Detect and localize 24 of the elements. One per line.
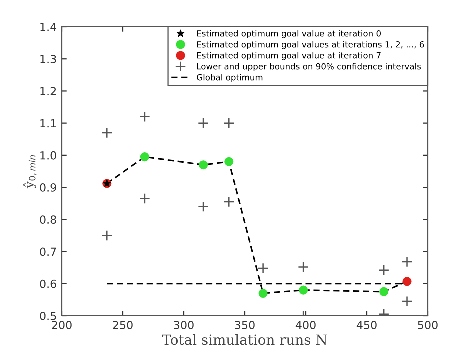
y-tick-label: 0.8 — [40, 216, 56, 224]
y-tick-label: 1.3 — [40, 55, 56, 64]
legend-label: Estimated optimum goal value at iteration 7 — [197, 52, 381, 60]
x-tick-label: 350 — [235, 321, 255, 330]
legend-label: Estimated optimum goal value at iteration 0 — [197, 30, 381, 38]
y-tick-label: 0.7 — [40, 248, 56, 256]
x-axis-title: Total simulation runs N — [162, 334, 328, 346]
legend-label: Estimated optimum goal values at iterations 1, 2, ..., 6 — [197, 41, 424, 50]
legend-label: Lower and upper bounds on 90% confidence intervals — [197, 63, 422, 72]
y-tick-label: 1.0 — [40, 151, 56, 160]
y-tick-label: 0.6 — [40, 280, 56, 288]
legend-label: Global optimum — [197, 74, 263, 82]
y-tick-label: 1.2 — [40, 87, 56, 96]
y-axis-title: ŷ$_{0,min}$ — [24, 155, 37, 189]
x-tick-label: 300 — [174, 321, 194, 330]
x-tick-label: 450 — [356, 321, 377, 330]
x-tick-label: 400 — [296, 321, 316, 330]
y-tick-label: 1.4 — [40, 23, 57, 32]
x-tick-label: 200 — [52, 321, 72, 330]
x-tick-label: 250 — [113, 321, 133, 330]
y-tick-label: 1.1 — [40, 119, 56, 128]
x-tick-label: 500 — [418, 321, 438, 330]
y-tick-label: 0.9 — [40, 184, 56, 192]
y-tick-label: 0.5 — [40, 312, 56, 320]
